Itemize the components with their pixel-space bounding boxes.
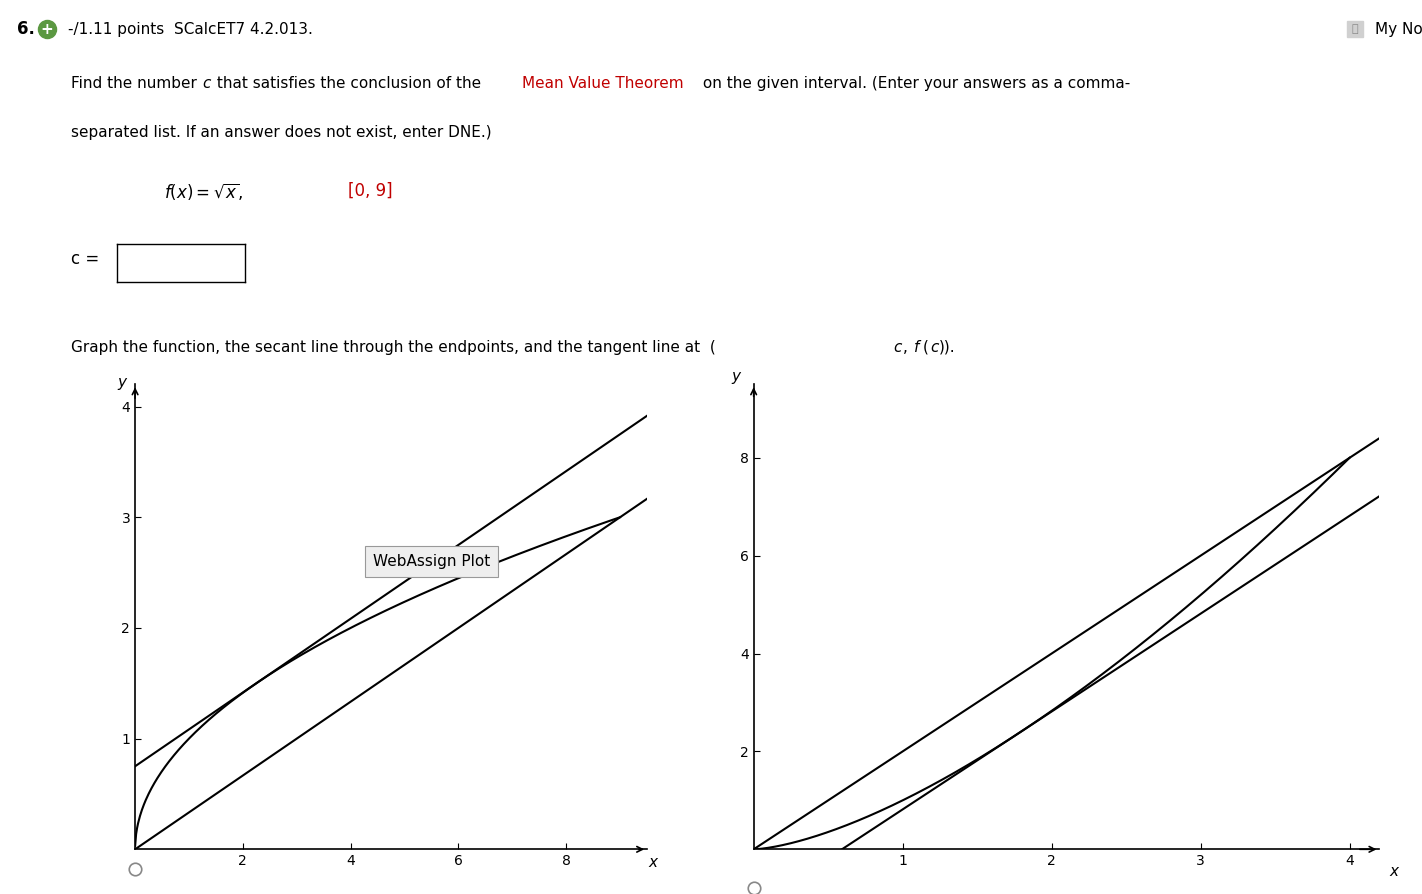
Text: -/1.11 points  SCalcET7 4.2.013.: -/1.11 points SCalcET7 4.2.013.: [68, 21, 313, 37]
Text: c: c: [202, 76, 210, 91]
Text: Graph the function, the secant line through the endpoints, and the tangent line : Graph the function, the secant line thro…: [71, 340, 715, 355]
Text: WebAssign Plot: WebAssign Plot: [373, 554, 491, 569]
Text: My Notes: My Notes: [1375, 21, 1422, 37]
Text: x: x: [648, 855, 657, 870]
Text: ⎕: ⎕: [1352, 24, 1358, 34]
Text: on the given interval. (Enter your answers as a comma-: on the given interval. (Enter your answe…: [698, 76, 1130, 91]
Text: Mean Value Theorem: Mean Value Theorem: [522, 76, 684, 91]
Text: c =: c =: [71, 250, 100, 268]
Text: +: +: [41, 21, 53, 37]
Text: (: (: [923, 340, 929, 355]
Text: separated list. If an answer does not exist, enter DNE.): separated list. If an answer does not ex…: [71, 125, 492, 140]
Text: y: y: [117, 375, 127, 390]
Text: ,: ,: [903, 340, 913, 355]
Text: f: f: [914, 340, 920, 355]
Text: $f(x) = \sqrt{x},$: $f(x) = \sqrt{x},$: [164, 181, 243, 202]
Text: )).: )).: [939, 340, 956, 355]
Text: y: y: [731, 369, 741, 384]
Text: [0, 9]: [0, 9]: [348, 181, 392, 199]
Text: Find the number: Find the number: [71, 76, 202, 91]
Text: that satisfies the conclusion of the: that satisfies the conclusion of the: [212, 76, 486, 91]
Text: x: x: [1389, 864, 1399, 879]
Text: c: c: [893, 340, 902, 355]
Text: c: c: [930, 340, 939, 355]
Text: 6.: 6.: [17, 20, 36, 38]
